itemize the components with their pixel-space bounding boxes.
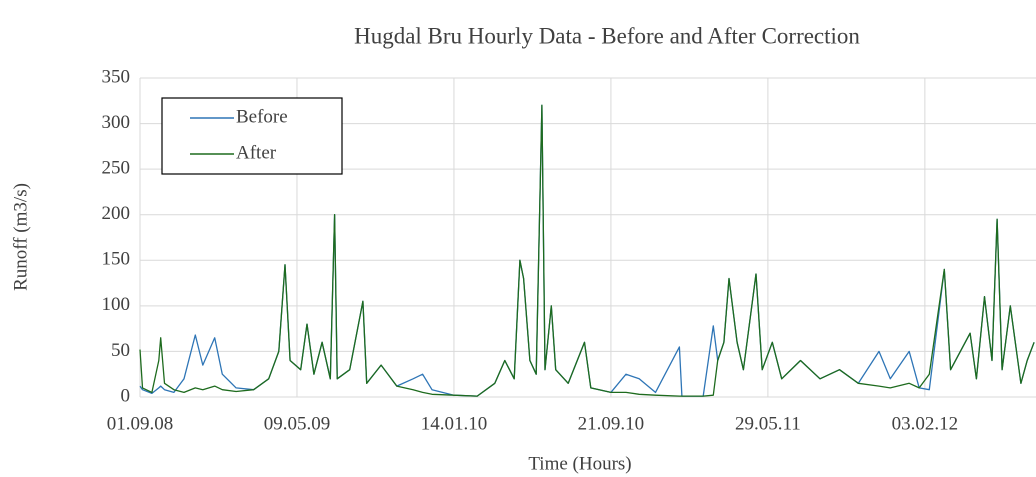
chart-title: Hugdal Bru Hourly Data - Before and Afte…	[354, 23, 860, 48]
x-tick-label: 21.09.10	[578, 413, 645, 434]
x-tick-label: 29.05.11	[735, 413, 801, 434]
x-tick-label: 09.05.09	[264, 413, 331, 434]
x-tick-label: 03.02.12	[892, 413, 959, 434]
y-tick-label: 300	[102, 112, 131, 133]
y-tick-label: 150	[102, 249, 131, 270]
legend-box	[161, 97, 343, 175]
x-tick-label: 01.09.08	[107, 413, 174, 434]
line-series	[139, 104, 1035, 397]
y-tick-label: 100	[102, 294, 131, 315]
legend-label: After	[236, 142, 277, 163]
y-tick-label: 50	[111, 340, 130, 361]
x-tick-label: 14.01.10	[421, 413, 488, 434]
y-tick-label: 250	[102, 158, 131, 179]
y-axis-label: Runoff (m3/s)	[10, 183, 31, 291]
x-axis-label: Time (Hours)	[528, 453, 631, 474]
y-tick-label: 350	[102, 66, 131, 87]
y-tick-label: 200	[102, 203, 131, 224]
legend-label: Before	[236, 106, 288, 127]
y-tick-label: 0	[121, 385, 131, 406]
